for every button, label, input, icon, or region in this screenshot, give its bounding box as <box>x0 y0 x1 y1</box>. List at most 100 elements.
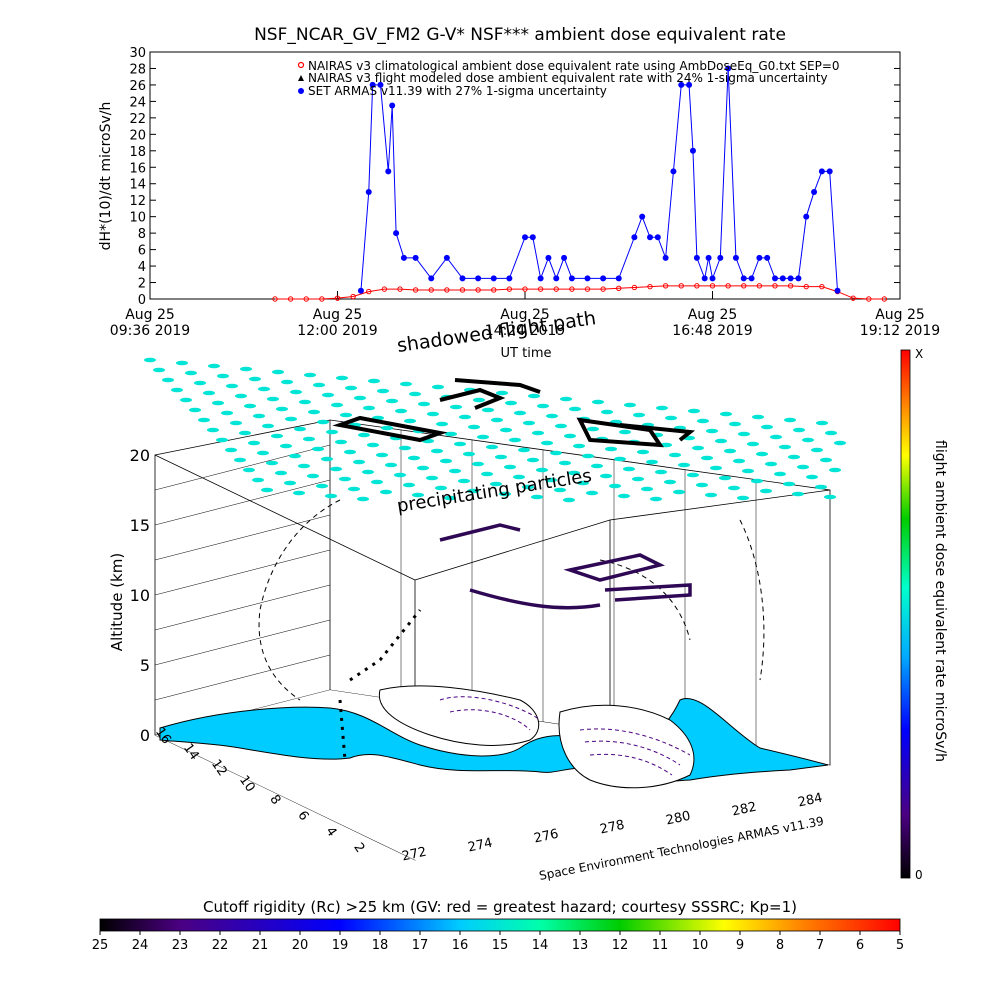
data-point-set_armas <box>686 81 693 88</box>
particle-marker <box>715 438 727 444</box>
particle-marker <box>381 425 393 431</box>
particle-marker <box>252 477 264 483</box>
z-tick-label: 5 <box>140 656 150 675</box>
particle-marker <box>417 465 429 471</box>
particle-marker <box>632 476 644 482</box>
particle-marker <box>697 418 709 424</box>
data-point-set_armas <box>412 254 419 261</box>
particle-marker <box>435 485 447 491</box>
particle-marker <box>482 407 494 413</box>
particle-marker <box>555 423 567 429</box>
data-point-nairas_clim <box>709 283 716 289</box>
particle-marker <box>386 398 398 404</box>
data-point-set_armas <box>772 275 778 282</box>
data-point-set_armas <box>779 275 786 282</box>
particle-marker <box>317 419 329 425</box>
data-point-set_armas <box>568 275 575 282</box>
particle-marker <box>820 457 832 463</box>
y-tick-label: 24 <box>129 95 146 110</box>
particle-marker <box>225 447 237 453</box>
data-point-set_armas <box>639 213 646 220</box>
data-point-set_armas <box>834 287 841 294</box>
data-point-set_armas <box>615 275 622 282</box>
particle-marker <box>368 378 380 384</box>
data-point-nairas_clim <box>381 286 388 292</box>
particle-marker <box>587 426 599 432</box>
particle-marker <box>176 360 188 366</box>
particle-marker <box>490 481 502 487</box>
particle-marker <box>266 460 278 466</box>
data-point-nairas_clim <box>444 287 450 293</box>
particle-marker <box>400 381 412 387</box>
x-tick-label: 14:24 2019 <box>485 323 565 339</box>
x-tick-label: 16:48 2019 <box>672 323 752 339</box>
colorbar-tick-label: 15 <box>492 938 509 953</box>
colorbar-tick-label: 12 <box>612 938 629 953</box>
particle-marker <box>752 414 764 420</box>
particle-marker <box>230 420 242 426</box>
particle-marker <box>673 489 685 495</box>
data-point-set_armas <box>795 275 802 282</box>
y-tick-label: 8 <box>138 227 146 242</box>
particle-marker <box>348 486 360 492</box>
particle-marker <box>321 456 333 462</box>
data-point-set_armas <box>740 275 747 282</box>
particle-marker <box>825 430 837 436</box>
particle-marker <box>376 452 388 458</box>
data-point-nairas_clim <box>741 283 747 289</box>
data-point-set_armas <box>522 234 528 241</box>
z-tick-label: 10 <box>130 586 150 605</box>
x-axis-label: UT time <box>501 346 552 361</box>
data-point-nairas_clim <box>459 287 466 293</box>
colorbar-tick-label: 19 <box>332 938 349 953</box>
legend-marker-set-armas <box>298 88 304 94</box>
particle-marker <box>180 397 192 403</box>
particle-marker <box>294 426 306 432</box>
particle-marker <box>450 404 462 410</box>
data-point-nairas_clim <box>850 295 856 301</box>
particle-marker <box>641 486 653 492</box>
particle-marker <box>792 491 804 497</box>
particle-marker <box>216 437 228 443</box>
particle-marker <box>756 451 768 457</box>
data-point-nairas_clim <box>334 295 341 301</box>
particle-marker <box>253 413 265 419</box>
data-point-nairas_clim <box>428 287 434 293</box>
data-point-set_armas <box>654 234 661 241</box>
data-point-set_armas <box>647 234 653 241</box>
data-point-nairas_clim <box>412 287 419 293</box>
particle-marker <box>737 495 749 501</box>
y-tick-label: 6 <box>138 244 146 259</box>
data-point-nairas_clim <box>491 287 497 293</box>
particle-marker <box>330 466 342 472</box>
data-point-nairas_clim <box>600 286 606 292</box>
legend-marker-nairas-flight <box>298 75 304 81</box>
particle-marker <box>568 470 580 476</box>
particle-marker <box>449 468 461 474</box>
y-tick-label: 4 <box>138 260 146 275</box>
colorbar-ticks: 25 24 23 22 21 20 19 18 17 16 15 14 13 12 11 10 9 8 7 6 5 <box>92 931 904 953</box>
particle-marker <box>289 453 301 459</box>
particle-marker <box>326 429 338 435</box>
data-point-set_armas <box>490 275 497 282</box>
grid-line <box>154 514 331 561</box>
colorbar-tick-label: 8 <box>776 938 784 953</box>
colorbar-tick-label: 25 <box>92 938 109 953</box>
particle-marker <box>569 406 581 412</box>
data-point-set_armas <box>377 81 384 88</box>
particle-marker <box>724 448 736 454</box>
particle-marker <box>473 397 485 403</box>
data-point-nairas_clim <box>319 296 325 302</box>
particle-marker <box>834 440 846 446</box>
grid-line <box>154 549 331 596</box>
particle-marker <box>208 363 220 369</box>
colorbar-tick-label: 20 <box>292 938 309 953</box>
particle-marker <box>687 472 699 478</box>
particle-marker <box>688 408 700 414</box>
particle-marker <box>536 467 548 473</box>
particle-marker <box>394 472 406 478</box>
data-point-nairas_clim <box>475 287 481 293</box>
particle-marker <box>751 478 763 484</box>
legend: NAIRAS v3 climatological ambient dose eq… <box>297 59 840 98</box>
